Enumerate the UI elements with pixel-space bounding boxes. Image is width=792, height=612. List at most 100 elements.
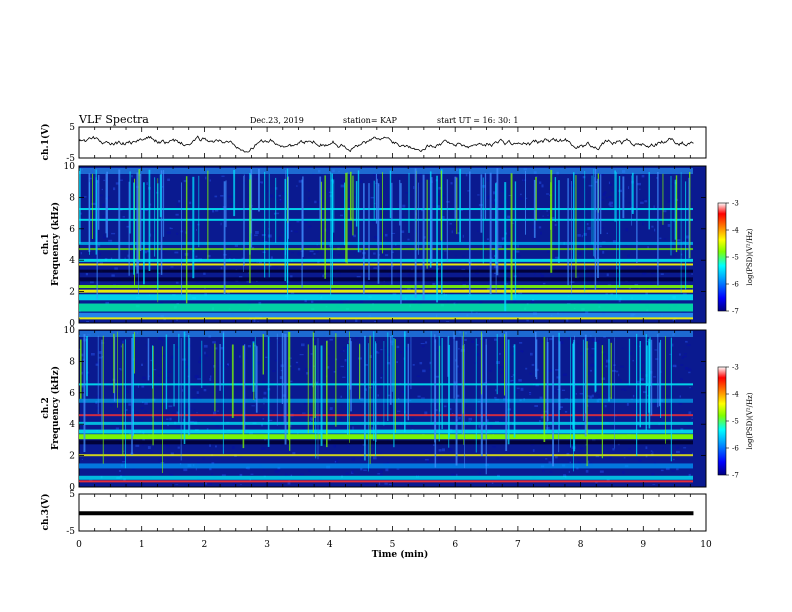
sferic-spike	[422, 174, 425, 300]
sferic-spike	[359, 344, 361, 399]
x-tick-label: 8	[578, 540, 584, 550]
sferic-spike	[147, 338, 150, 381]
sferic-spike	[650, 339, 653, 416]
sferic-spike	[393, 338, 395, 448]
spectral-band	[79, 480, 693, 483]
ch1-spectrogram	[79, 168, 693, 322]
sferic-spike	[242, 345, 245, 449]
sferic-spike	[254, 337, 256, 399]
sferic-spike	[582, 339, 584, 421]
spectral-band	[79, 294, 693, 301]
sferic-spike	[201, 340, 203, 388]
y-tick-label: 4	[69, 256, 75, 266]
x-axis-label: Time (min)	[372, 549, 429, 560]
sferic-spike	[148, 169, 151, 271]
sferic-spike	[389, 336, 392, 405]
x-tick-label: 0	[76, 540, 82, 550]
sferic-spike	[407, 343, 409, 421]
sferic-spike	[133, 182, 135, 275]
sferic-spike	[462, 345, 464, 414]
sferic-spike	[489, 172, 492, 295]
colorbar-tick-label: -3	[732, 364, 739, 372]
sferic-spike	[317, 338, 319, 460]
sferic-spike	[289, 332, 291, 451]
sferic-spike	[344, 182, 346, 246]
sferic-spike	[597, 178, 599, 278]
sferic-spike	[369, 335, 371, 464]
sferic-spike	[160, 170, 163, 275]
sferic-spike	[574, 335, 575, 386]
sferic-spike	[314, 345, 316, 418]
colorbar-tick-label: -4	[732, 391, 739, 399]
sferic-spike	[95, 169, 97, 255]
sferic-spike	[368, 343, 369, 472]
sferic-spike	[181, 182, 182, 296]
sferic-spike	[585, 337, 586, 414]
sferic-spike	[113, 336, 116, 402]
sferic-spike	[122, 343, 124, 456]
sferic-spike	[586, 341, 588, 467]
sferic-spike	[408, 173, 410, 233]
sferic-spike	[631, 172, 634, 214]
sferic-spike	[622, 176, 625, 219]
sferic-spike	[447, 336, 449, 377]
x-tick-label: 4	[327, 540, 333, 550]
sferic-spike	[453, 331, 455, 399]
spectral-band	[79, 383, 693, 386]
sferic-spike	[287, 177, 289, 300]
sferic-spike	[207, 170, 209, 260]
sferic-spike	[670, 337, 672, 462]
sferic-spike	[281, 333, 284, 404]
sferic-spike	[594, 177, 595, 258]
sferic-spike	[133, 331, 135, 374]
sferic-spike	[554, 177, 556, 222]
sferic-spike	[631, 175, 632, 226]
sferic-spike	[469, 171, 471, 295]
sferic-spike	[243, 174, 245, 267]
sferic-spike	[350, 341, 352, 412]
y-tick-label: -5	[66, 154, 75, 164]
y-tick-label: 6	[69, 389, 75, 399]
sferic-spike	[475, 338, 477, 453]
sferic-spike	[648, 341, 651, 429]
sferic-spike	[183, 331, 186, 444]
y-tick-label: 8	[69, 193, 75, 203]
sferic-spike	[198, 175, 200, 248]
colorbar-tick-label: -5	[732, 418, 739, 426]
spectral-band	[79, 248, 693, 251]
sferic-spike	[276, 333, 278, 426]
sferic-spike	[287, 176, 289, 239]
colorbar-tick-label: -3	[732, 200, 739, 208]
sferic-spike	[125, 339, 126, 469]
sferic-spike	[616, 172, 617, 299]
sferic-spike	[496, 168, 499, 276]
sferic-spike	[373, 331, 375, 441]
sferic-spike	[389, 170, 392, 219]
sferic-spike	[152, 345, 154, 446]
spectral-band	[79, 414, 693, 417]
sferic-spike	[535, 177, 537, 221]
sferic-spike	[510, 173, 513, 301]
spectral-band	[79, 312, 693, 318]
sferic-spike	[118, 169, 121, 261]
sferic-spike	[558, 340, 560, 453]
sferic-spike	[163, 170, 165, 237]
sferic-spike	[105, 174, 107, 234]
sferic-spike	[132, 334, 134, 436]
sferic-spike	[418, 182, 419, 255]
sferic-spike	[543, 336, 546, 442]
ch2-spectrogram-ylabel-line1: ch.2	[41, 397, 51, 418]
y-tick-label: 8	[69, 357, 75, 367]
sferic-spike	[550, 182, 552, 230]
sferic-spike	[513, 344, 516, 438]
sferic-spike	[639, 341, 641, 428]
sferic-spike	[302, 176, 304, 258]
sferic-spike	[680, 172, 682, 294]
sferic-spike	[636, 175, 638, 263]
sferic-spike	[394, 339, 396, 433]
sferic-spike	[657, 172, 659, 286]
sferic-spike	[662, 173, 664, 225]
sferic-spike	[331, 178, 333, 285]
ch1-colorbar	[717, 202, 727, 312]
